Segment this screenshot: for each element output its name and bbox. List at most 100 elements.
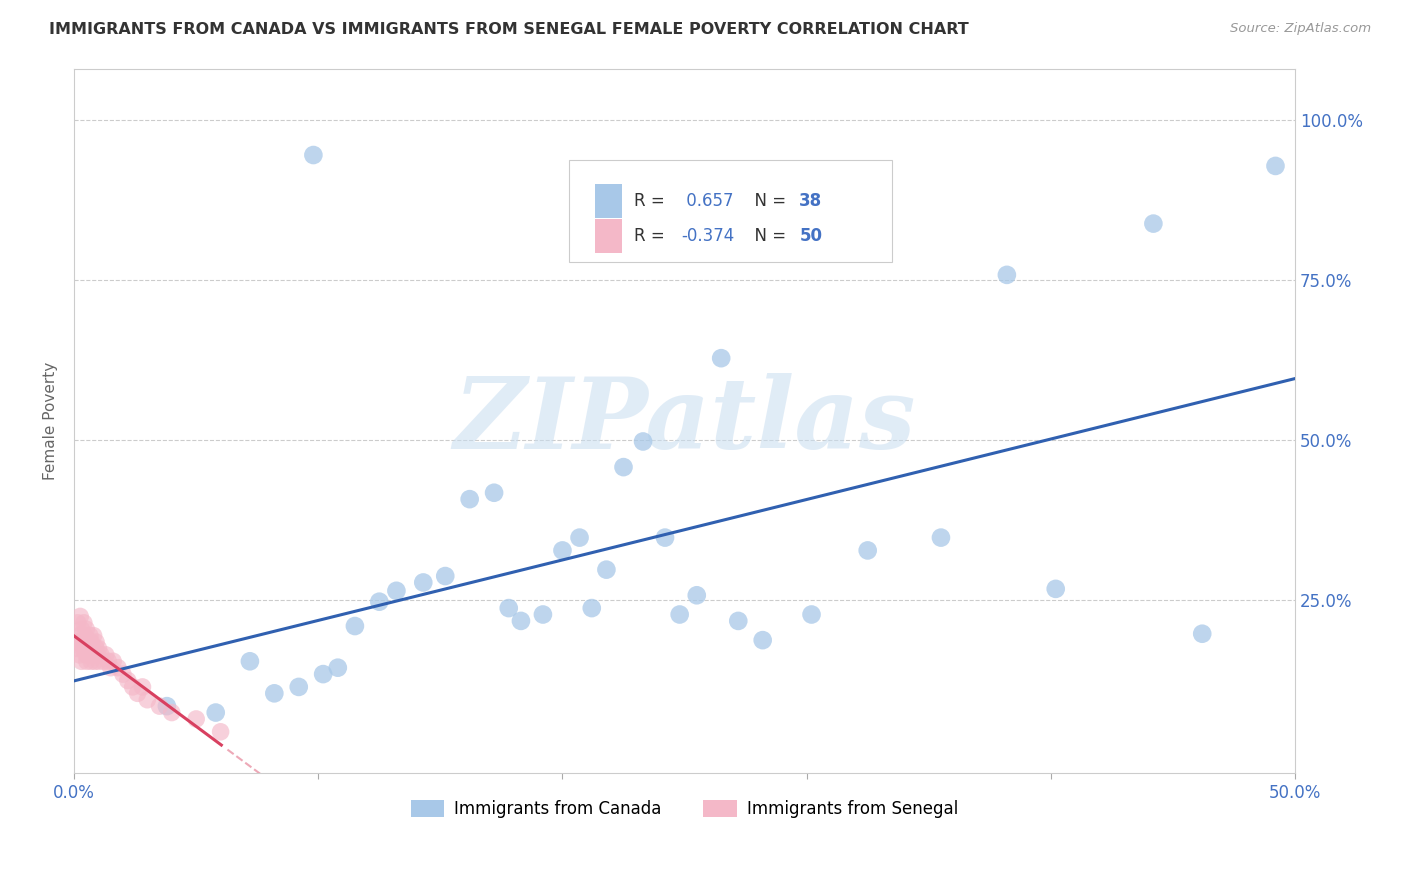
Point — [1142, 217, 1164, 231]
Point — [100, 661, 122, 675]
Point — [612, 460, 634, 475]
Point — [287, 680, 309, 694]
Y-axis label: Female Poverty: Female Poverty — [44, 362, 58, 480]
Point — [70, 635, 93, 649]
Point — [127, 686, 149, 700]
Point — [117, 673, 139, 688]
Point — [385, 583, 408, 598]
Point — [87, 654, 110, 668]
Point — [73, 635, 96, 649]
Point — [76, 641, 98, 656]
Point — [73, 641, 96, 656]
Point — [72, 641, 94, 656]
Point — [90, 648, 112, 662]
Point — [87, 641, 110, 656]
Point — [551, 543, 574, 558]
Point — [204, 706, 226, 720]
Legend: Immigrants from Canada, Immigrants from Senegal: Immigrants from Canada, Immigrants from … — [405, 794, 965, 825]
FancyBboxPatch shape — [595, 219, 623, 252]
Point — [66, 615, 89, 630]
Text: R =: R = — [634, 192, 671, 210]
Point — [160, 706, 183, 720]
Point — [65, 641, 87, 656]
Text: 50: 50 — [800, 227, 823, 245]
Point — [73, 615, 96, 630]
Point — [1264, 159, 1286, 173]
Point — [263, 686, 285, 700]
Point — [101, 654, 124, 668]
Point — [668, 607, 690, 622]
Point — [83, 648, 105, 662]
Point — [86, 648, 108, 662]
Point — [69, 648, 91, 662]
Text: -0.374: -0.374 — [681, 227, 734, 245]
Point — [111, 667, 134, 681]
Point — [302, 148, 325, 162]
Point — [209, 724, 232, 739]
Point — [186, 712, 208, 726]
Point — [121, 680, 143, 694]
Point — [136, 692, 159, 706]
Text: Source: ZipAtlas.com: Source: ZipAtlas.com — [1230, 22, 1371, 36]
Point — [727, 614, 749, 628]
Point — [75, 629, 97, 643]
Point — [510, 614, 533, 628]
Point — [76, 654, 98, 668]
Point — [458, 492, 481, 507]
Point — [595, 563, 617, 577]
Point — [77, 648, 100, 662]
Point — [856, 543, 879, 558]
Point — [94, 648, 117, 662]
Point — [84, 641, 107, 656]
Point — [531, 607, 554, 622]
Point — [70, 622, 93, 636]
Text: 38: 38 — [800, 192, 823, 210]
Point — [148, 699, 170, 714]
Point — [70, 654, 93, 668]
Point — [343, 619, 366, 633]
Point — [79, 629, 101, 643]
Point — [77, 641, 100, 656]
Point — [995, 268, 1018, 282]
Point — [93, 654, 115, 668]
Point — [82, 641, 104, 656]
FancyBboxPatch shape — [568, 161, 893, 262]
Point — [97, 654, 120, 668]
Point — [434, 569, 457, 583]
Point — [581, 601, 603, 615]
Point — [75, 622, 97, 636]
Point — [84, 635, 107, 649]
Point — [1191, 626, 1213, 640]
Point — [800, 607, 823, 622]
Text: 0.657: 0.657 — [681, 192, 734, 210]
Point — [312, 667, 335, 681]
Point — [77, 635, 100, 649]
Point — [67, 629, 90, 643]
FancyBboxPatch shape — [595, 184, 623, 218]
Point — [156, 699, 179, 714]
Point — [929, 531, 952, 545]
Point — [326, 661, 349, 675]
Point — [75, 648, 97, 662]
Point — [368, 595, 391, 609]
Point — [239, 654, 262, 668]
Point — [412, 575, 434, 590]
Point — [1045, 582, 1067, 596]
Point — [631, 434, 654, 449]
Text: R =: R = — [634, 227, 671, 245]
Point — [568, 531, 591, 545]
Point — [710, 351, 733, 366]
Point — [686, 588, 709, 602]
Point — [83, 654, 105, 668]
Text: ZIPatlas: ZIPatlas — [453, 373, 915, 469]
Point — [83, 629, 105, 643]
Point — [751, 633, 773, 648]
Text: N =: N = — [744, 192, 792, 210]
Point — [131, 680, 153, 694]
Point — [65, 635, 87, 649]
Text: N =: N = — [744, 227, 792, 245]
Point — [80, 635, 103, 649]
Point — [107, 661, 129, 675]
Point — [69, 609, 91, 624]
Point — [654, 531, 676, 545]
